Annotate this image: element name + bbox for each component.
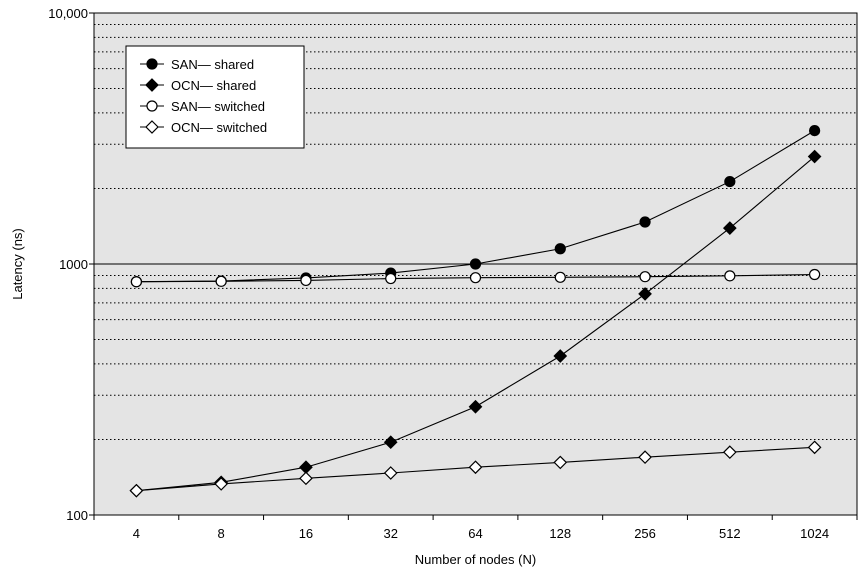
data-point-series-2	[809, 268, 821, 281]
data-point-series-2	[300, 274, 312, 287]
data-point-series-0	[554, 243, 566, 255]
data-point-series-1	[553, 349, 568, 363]
x-tick-label: 8	[218, 526, 225, 541]
data-point-series-0	[639, 216, 651, 228]
legend-marker	[146, 100, 158, 112]
data-point-series-1	[807, 149, 822, 164]
data-point-series-3	[638, 450, 652, 465]
x-tick-label: 64	[468, 526, 482, 541]
legend-marker	[146, 58, 158, 70]
data-point-series-1	[383, 435, 398, 450]
x-tick-label: 128	[549, 526, 571, 541]
data-point-series-0	[809, 124, 821, 137]
x-tick-label: 512	[719, 526, 741, 541]
data-point-series-3	[468, 460, 483, 475]
x-tick-label: 4	[133, 526, 140, 541]
data-point-series-2	[215, 275, 227, 287]
data-point-series-1	[638, 287, 652, 301]
data-point-series-3	[214, 477, 229, 491]
data-point-series-0	[724, 175, 736, 188]
data-point-series-3	[807, 440, 822, 455]
x-axis-ticks: 4 8 16 32 64 128 256 512 1024	[93, 515, 858, 541]
y-axis-ticks: 100 1000 10,000	[48, 6, 94, 523]
x-tick-label: 256	[634, 526, 656, 541]
legend-marker	[145, 78, 159, 92]
data-point-series-1	[468, 399, 483, 414]
data-point-series-2	[130, 276, 142, 288]
data-point-series-0	[469, 258, 482, 270]
data-point-series-2	[724, 270, 736, 282]
y-tick-label: 100	[66, 508, 88, 523]
legend-entry: SAN— shared	[171, 57, 254, 72]
y-axis-label: Latency (ns)	[10, 228, 25, 300]
data-point-series-3	[383, 466, 398, 480]
x-tick-label: 1024	[800, 526, 829, 541]
data-point-series-3	[553, 455, 568, 470]
data-point-series-3	[722, 445, 737, 459]
series-markers	[129, 124, 822, 498]
x-axis-label: Number of nodes (N)	[415, 552, 536, 567]
data-point-series-2	[554, 271, 566, 283]
data-point-series-3	[299, 471, 313, 486]
data-point-series-2	[639, 271, 651, 283]
y-tick-label: 1000	[59, 257, 88, 272]
legend: SAN— shared OCN— shared SAN— switched OCN— …	[125, 45, 305, 149]
x-tick-label: 32	[383, 526, 397, 541]
legend-entry: OCN— shared	[171, 78, 256, 93]
data-point-series-2	[385, 272, 397, 285]
data-point-series-1	[722, 221, 737, 235]
legend-entry: OCN— switched	[171, 120, 267, 135]
data-point-series-3	[129, 483, 144, 498]
legend-entry: SAN— switched	[171, 99, 265, 114]
data-point-series-2	[469, 272, 482, 284]
y-tick-label: 10,000	[48, 6, 88, 21]
x-tick-label: 16	[299, 526, 313, 541]
legend-marker	[145, 120, 159, 134]
